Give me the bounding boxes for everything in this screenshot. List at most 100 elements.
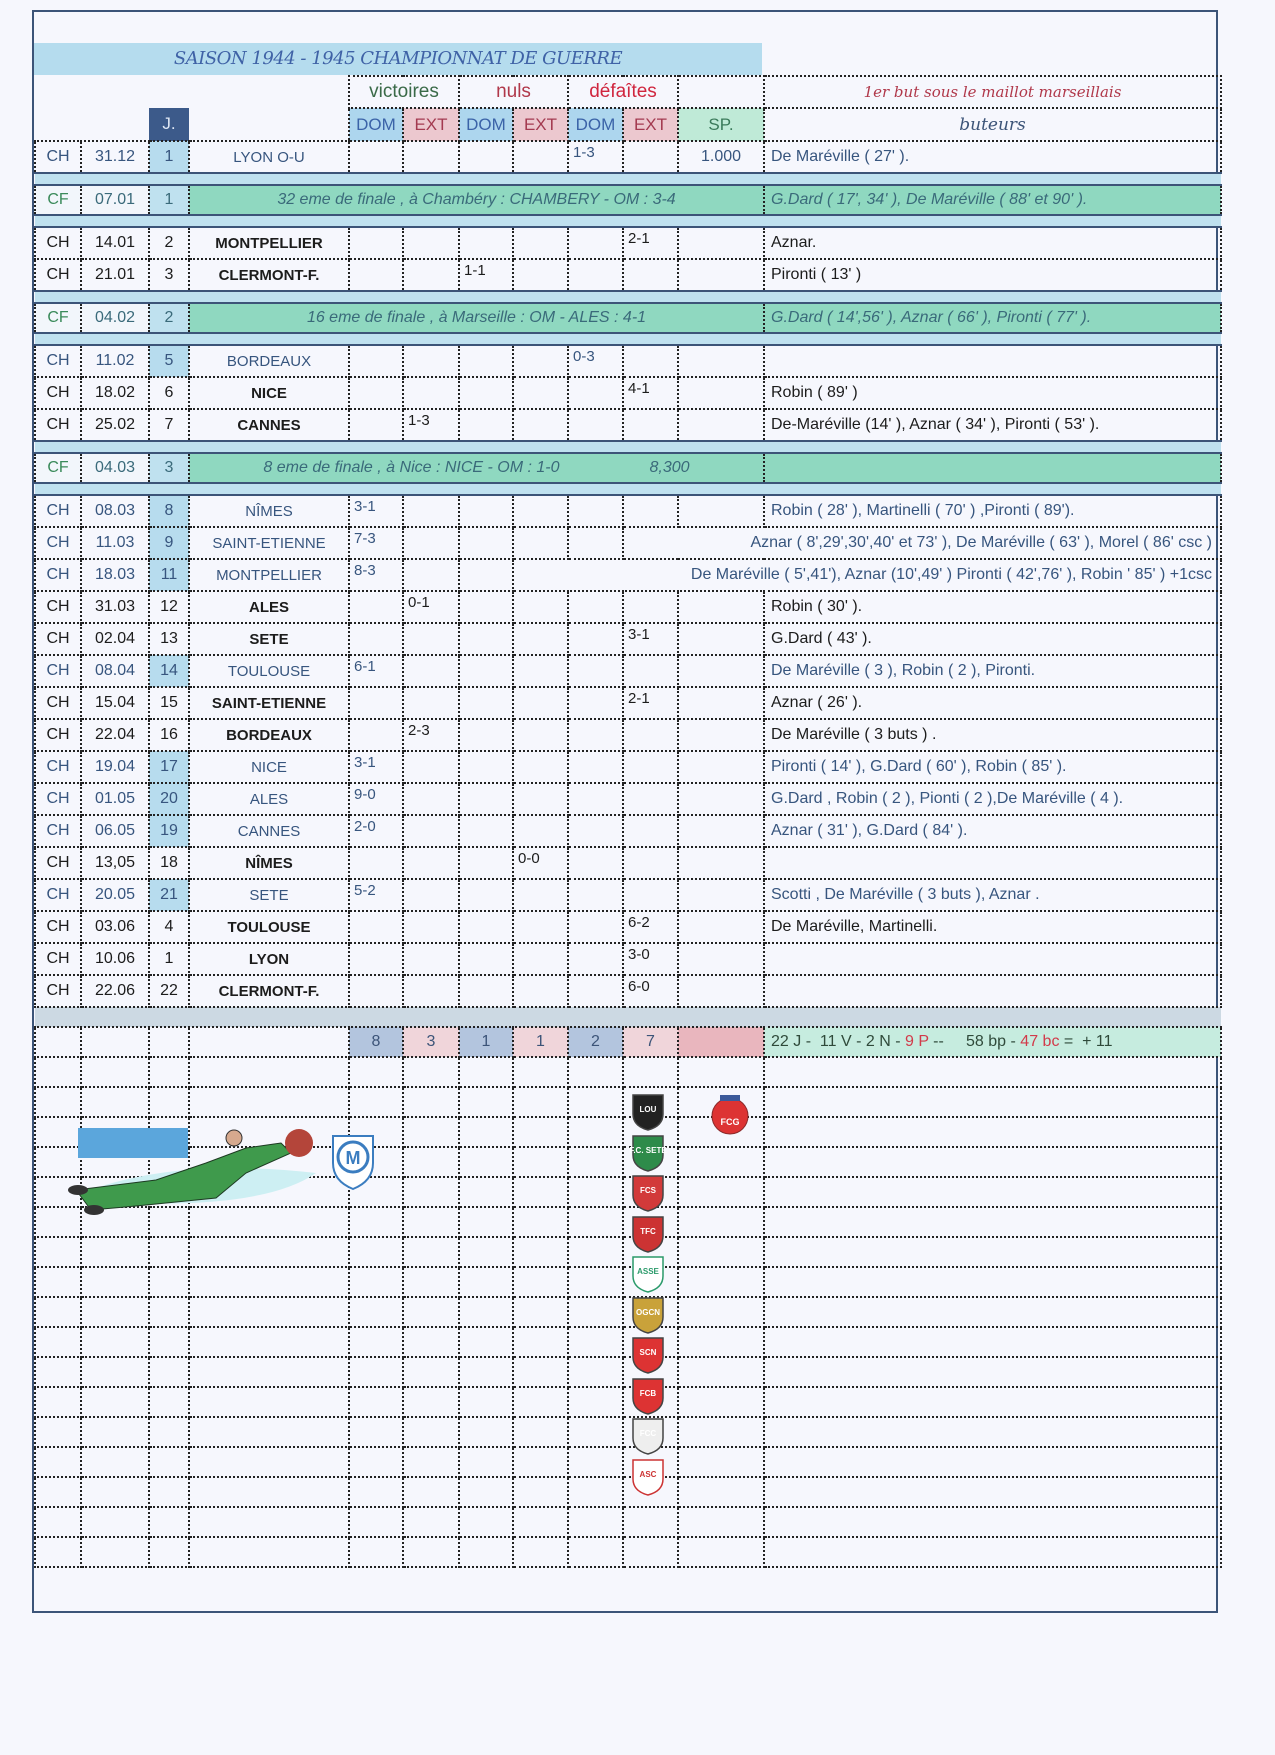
score: 0-0 xyxy=(512,846,569,880)
scorers: G.Dard ( 17', 34' ), De Maréville ( 88' … xyxy=(763,184,1222,216)
score: 8-3 xyxy=(348,558,404,592)
score: 3-1 xyxy=(348,494,404,528)
opponent: SAINT-ETIENNE xyxy=(188,686,350,720)
match-row: CH 10.06 1 LYON 3-0 xyxy=(34,942,1222,976)
round-number: 12 xyxy=(148,590,190,624)
round-number: 22 xyxy=(148,974,190,1008)
header-sp: SP. xyxy=(677,107,765,142)
round-number: 19 xyxy=(148,814,190,848)
empty-row xyxy=(34,1476,1222,1508)
round-number: 3 xyxy=(148,258,190,292)
match-row: CH 15.04 15 SAINT-ETIENNE 2-1 Aznar ( 26' ). xyxy=(34,686,1222,720)
opponent: CLERMONT-F. xyxy=(188,974,350,1008)
date: 11.03 xyxy=(80,526,150,560)
score: 1-3 xyxy=(402,408,460,442)
spectators: 8,300 xyxy=(649,459,690,476)
opponent: SAINT-ETIENNE xyxy=(188,526,350,560)
scorers: De Maréville, Martinelli. xyxy=(763,910,1222,944)
cup-text: 32 eme de finale , à Chambéry : CHAMBERY… xyxy=(277,191,676,208)
round-number: 1 xyxy=(148,140,190,174)
total-nul_dom: 1 xyxy=(458,1026,514,1058)
competition: CH xyxy=(34,258,82,292)
date: 08.04 xyxy=(80,654,150,688)
empty-row xyxy=(34,1056,1222,1088)
opponent: LYON O-U xyxy=(188,140,350,174)
scorers: De Maréville ( 27' ). xyxy=(763,140,1222,174)
empty-row xyxy=(34,1386,1222,1418)
svg-text:LOU: LOU xyxy=(640,1105,657,1114)
svg-text:M: M xyxy=(346,1148,361,1168)
club-logo: OGCN xyxy=(632,1296,664,1334)
competition: CH xyxy=(34,974,82,1008)
match-row: CH 19.04 17 NICE 3-1 Pironti ( 14' ), G.Dard … xyxy=(34,750,1222,784)
summary-part: 22 J - 11 V - 2 N - xyxy=(771,1033,905,1050)
club-logo: FCG xyxy=(711,1095,749,1135)
empty-row xyxy=(34,1506,1222,1538)
cup-row: CF 04.03 3 8 eme de finale , à Nice : NICE … xyxy=(34,452,1222,484)
results-table: victoires nuls défaîtes 1er but sous le … xyxy=(34,75,1222,1568)
club-logo: LOU xyxy=(632,1094,664,1131)
header-row-groups: victoires nuls défaîtes 1er but sous le … xyxy=(35,75,1222,109)
competition: CH xyxy=(34,750,82,784)
match-row: CH 22.04 16 BORDEAUX 2-3 De Maréville ( 3 but… xyxy=(34,718,1222,752)
club-logo: FCB xyxy=(632,1377,664,1415)
opponent: NICE xyxy=(188,750,350,784)
date: 22.06 xyxy=(80,974,150,1008)
header-nul-ext: EXT xyxy=(512,107,569,142)
date: 25.02 xyxy=(80,408,150,442)
header-vic-dom: DOM xyxy=(348,107,404,142)
competition: CH xyxy=(34,814,82,848)
competition: CH xyxy=(34,226,82,260)
match-row: CH 20.05 21 SETE 5-2 Scotti , De Maréville ( … xyxy=(34,878,1222,912)
header-row-columns: J. DOM EXT DOM EXT DOM EXT SP. buteurs xyxy=(35,107,1222,142)
cup-text: 16 eme de finale , à Marseille : OM - AL… xyxy=(306,309,647,326)
separator-band xyxy=(35,482,1221,496)
date: 22.04 xyxy=(80,718,150,752)
round-number: 8 xyxy=(148,494,190,528)
scorers xyxy=(763,452,1222,484)
competition: CH xyxy=(34,654,82,688)
date: 19.04 xyxy=(80,750,150,784)
opponent: CLERMONT-F. xyxy=(188,258,350,292)
svg-text:F.C. SETE: F.C. SETE xyxy=(629,1146,667,1155)
scorers: Scotti , De Maréville ( 3 buts ), Aznar … xyxy=(763,878,1222,912)
total-def_dom: 2 xyxy=(567,1026,624,1058)
match-row: CH 11.02 5 BORDEAUX 0-3 xyxy=(34,344,1222,378)
club-logo: FCS xyxy=(632,1175,664,1212)
round-number: 9 xyxy=(148,526,190,560)
svg-text:TFC: TFC xyxy=(640,1227,656,1236)
scorers: Aznar. xyxy=(763,226,1222,260)
scorers: G.Dard ( 43' ). xyxy=(763,622,1222,656)
scorers: G.Dard ( 14',56' ), Aznar ( 66' ), Piron… xyxy=(763,302,1222,334)
competition: CH xyxy=(34,344,82,378)
match-row: CH 22.06 22 CLERMONT-F. 6-0 xyxy=(34,974,1222,1008)
match-row: CH 03.06 4 TOULOUSE 6-2 De Maréville, Martine… xyxy=(34,910,1222,944)
header-def-ext: EXT xyxy=(622,107,679,142)
round-number: 5 xyxy=(148,344,190,378)
date: 13,05 xyxy=(80,846,150,880)
scorers xyxy=(763,942,1222,976)
date: 15.04 xyxy=(80,686,150,720)
totals-row: 8 3 1 1 2 7 22 J - 11 V - 2 N - 9 P -- 58 bp -… xyxy=(34,1026,1222,1058)
competition: CH xyxy=(34,910,82,944)
opponent: MONTPELLIER xyxy=(188,226,350,260)
round-number: 7 xyxy=(148,408,190,442)
competition: CH xyxy=(34,622,82,656)
cup-text: 8 eme de finale , à Nice : NICE - OM : 1… xyxy=(263,459,560,476)
scorers: Robin ( 30' ). xyxy=(763,590,1222,624)
empty-row xyxy=(34,1416,1222,1448)
score: 2-1 xyxy=(622,686,679,720)
opponent: ALES xyxy=(188,590,350,624)
header-buteurs: buteurs xyxy=(763,107,1222,142)
summary-part: -- 58 bp - xyxy=(928,1033,1021,1050)
score: 2-1 xyxy=(622,226,679,260)
date: 02.04 xyxy=(80,622,150,656)
round-number: 20 xyxy=(148,782,190,816)
header-nuls: nuls xyxy=(458,75,569,109)
scorers: Pironti ( 13' ) xyxy=(763,258,1222,292)
round-number: 2 xyxy=(148,302,190,334)
competition: CH xyxy=(34,140,82,174)
competition: CH xyxy=(34,408,82,442)
date: 21.01 xyxy=(80,258,150,292)
